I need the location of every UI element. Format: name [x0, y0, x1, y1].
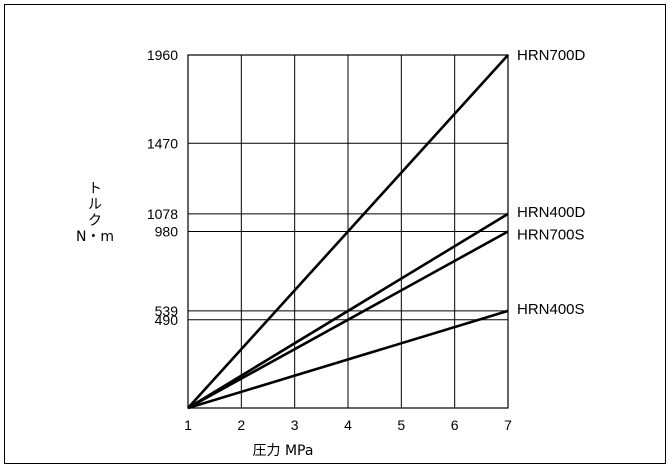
- y-tick-label-1960: 1960: [147, 47, 178, 63]
- x-tick-label-3: 3: [291, 417, 299, 433]
- x-tick-label-4: 4: [344, 417, 352, 433]
- y-tick-label-980: 980: [155, 224, 179, 240]
- x-tick-label-2: 2: [237, 417, 245, 433]
- x-axis-label: 圧力 MPa: [253, 443, 314, 459]
- series-label-hrn700d: HRN700D: [517, 47, 586, 64]
- x-tick-label-5: 5: [397, 417, 405, 433]
- x-tick-label-7: 7: [504, 417, 512, 433]
- y-tick-label-539: 539: [155, 303, 179, 319]
- y-axis-label-1: ト: [88, 181, 102, 197]
- series-label-hrn700s: HRN700S: [517, 227, 585, 244]
- series-label-hrn400d: HRN400D: [517, 204, 586, 221]
- series-line-hrn700s: [187, 230, 509, 410]
- series-line-hrn400s: [187, 309, 509, 410]
- y-axis-label-2: ル: [88, 197, 102, 213]
- y-axis-label-3: ク: [88, 213, 102, 229]
- series-line-hrn700d: [187, 54, 509, 409]
- x-tick-label-1: 1: [184, 417, 192, 433]
- y-tick-label-1470: 1470: [147, 135, 178, 151]
- series-line-hrn400d: [187, 212, 509, 410]
- series-lines: [187, 54, 509, 410]
- y-axis-label-4: N・m: [76, 229, 114, 245]
- chart-frame: 1 2 3 4 5 6 7 490 539 980 1078 1470 1960 HRN700D HRN40…: [4, 4, 666, 464]
- series-label-hrn400s: HRN400S: [517, 301, 585, 318]
- y-tick-label-490: 490: [155, 312, 179, 328]
- y-tick-label-1078: 1078: [147, 206, 178, 222]
- x-tick-label-6: 6: [451, 417, 459, 433]
